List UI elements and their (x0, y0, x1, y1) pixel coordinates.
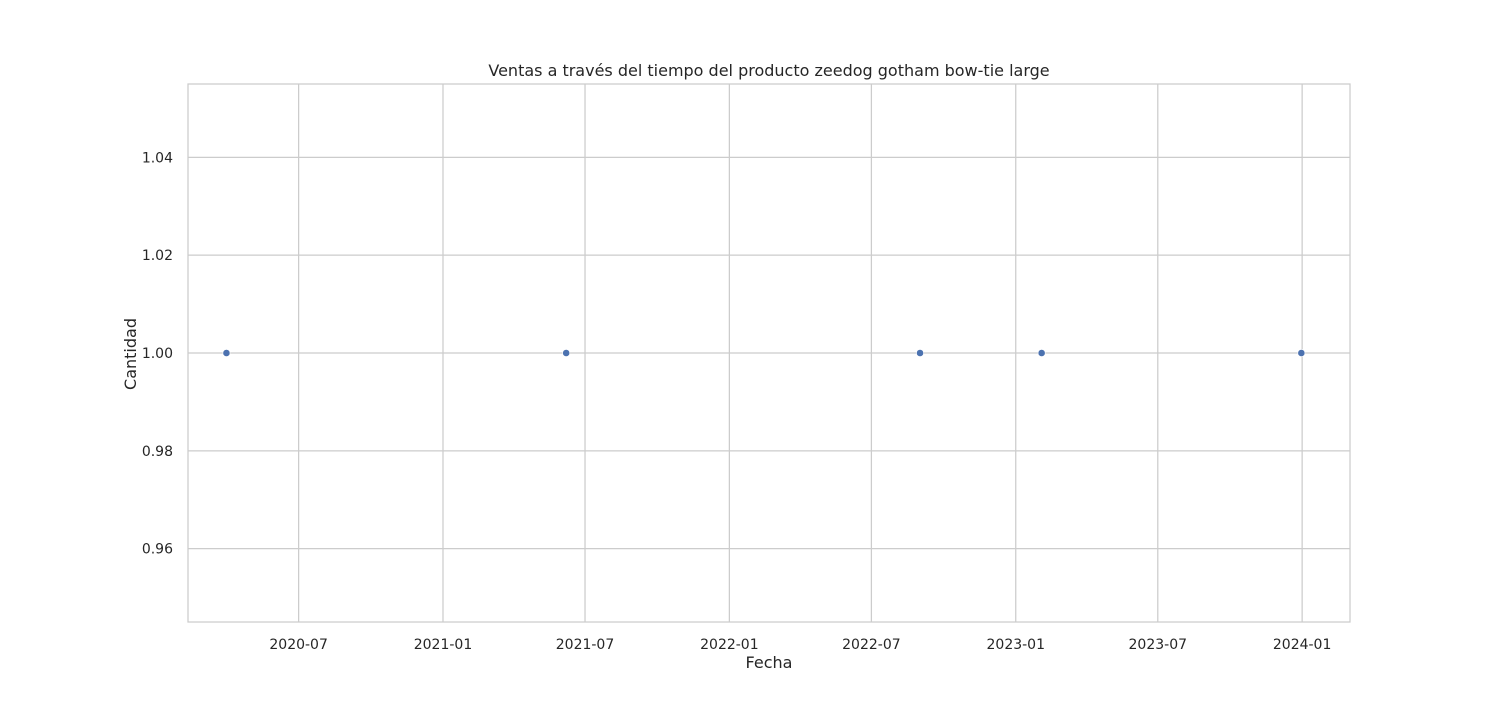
x-tick-label: 2023-07 (1129, 637, 1188, 653)
y-tick-label: 1.00 (142, 346, 173, 362)
x-tick-label: 2020-07 (269, 637, 328, 653)
y-tick-label: 1.04 (142, 150, 173, 166)
y-tick-labels: 0.96 0.98 1.00 1.02 1.04 (142, 150, 173, 557)
x-tick-label: 2022-07 (842, 637, 901, 653)
x-tick-label: 2021-01 (414, 637, 473, 653)
data-point (562, 349, 571, 357)
chart-title: Ventas a través del tiempo del producto … (488, 61, 1049, 80)
y-axis-label: Cantidad (121, 318, 140, 390)
data-point (1297, 349, 1306, 357)
data-point (222, 349, 231, 357)
x-axis-label: Fecha (746, 653, 793, 672)
data-point (1037, 349, 1046, 357)
x-tick-label: 2023-01 (987, 637, 1046, 653)
x-tick-label: 2022-01 (700, 637, 759, 653)
data-point (916, 349, 924, 357)
y-tick-label: 0.98 (142, 444, 173, 460)
x-tick-label: 2021-07 (556, 637, 615, 653)
grid-lines (188, 84, 1350, 622)
y-tick-label: 1.02 (142, 248, 173, 264)
x-tick-label: 2024-01 (1273, 637, 1332, 653)
x-tick-labels: 2020-07 2021-01 2021-07 2022-01 2022-07 2023-… (269, 637, 1331, 653)
y-tick-label: 0.96 (142, 542, 173, 558)
data-points (222, 349, 1306, 357)
plot-area-frame (187, 83, 1351, 623)
